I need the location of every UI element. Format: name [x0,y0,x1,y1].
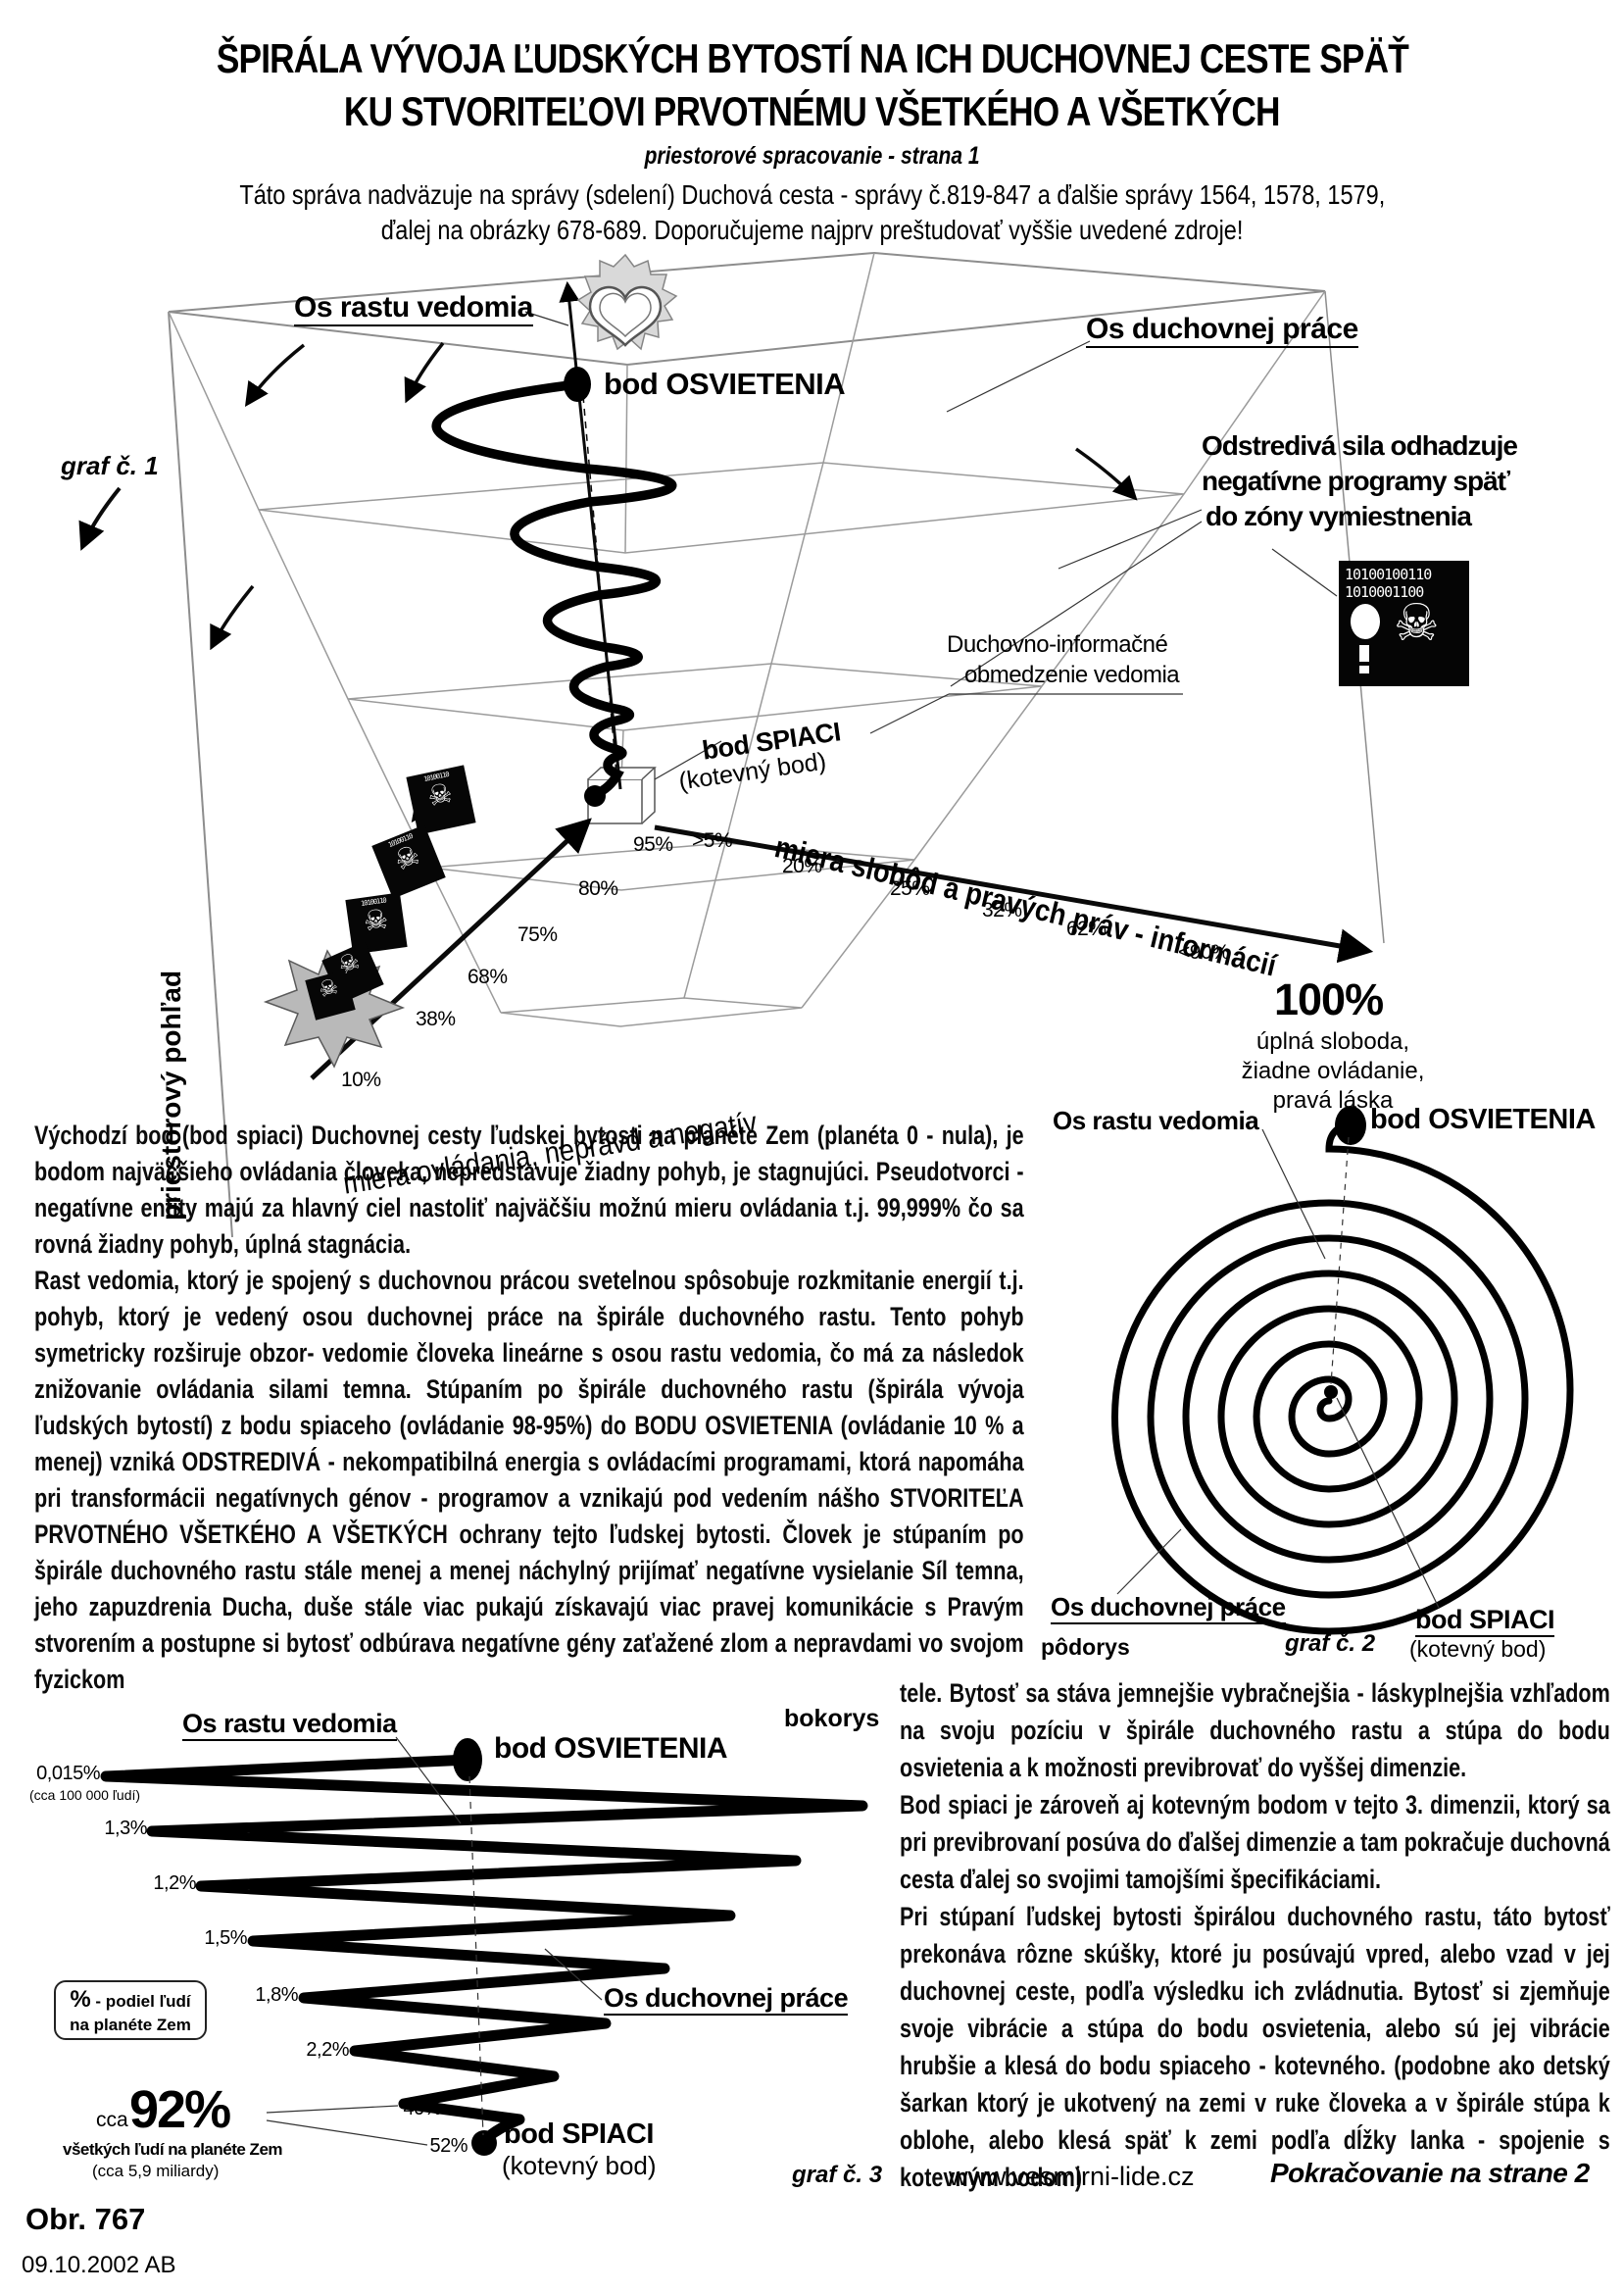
graf2-enlight-dot [1335,1106,1366,1145]
full-sub2: žiadne ovládanie, [1241,1058,1425,1084]
graf1-enlight-label: bod OSVIETENIA [604,367,846,401]
figure-number: Obr. 767 [25,2202,146,2236]
graf2-view-label: pôdorys [1041,1634,1130,1660]
body-text-left-column: Východzí bod (bod spiaci) Duchovnej cest… [34,1121,1024,1694]
graf2-sleep-label: bod SPIACI [1415,1605,1555,1637]
graf3-leaders [266,1736,603,2146]
graf3-sleep-sub-label: (kotevný bod) [502,2151,657,2180]
graf3-axis-growth-label: Os rastu vedomia [182,1709,397,1741]
intro-line2: ďalej na obrázky 678-689. Doporučujeme n… [380,215,1244,245]
graf1-caption: graf č. 1 [61,451,159,480]
mini-skull-box: 10100110 ☠ [406,765,476,835]
pct-75: 75% [517,923,558,946]
graf3-view-label: bokorys [784,1705,880,1732]
pct-95: 95% [633,833,673,856]
binary-line1: 10100100110 [1345,566,1432,583]
exclamation-dot-icon [1359,666,1369,673]
legend-pct-symbol: % [70,1986,91,2013]
pct-20: 20% [782,855,822,877]
skull-crossbones-icon: ☠ [1394,595,1440,652]
heart-sun-icon [576,253,678,351]
graf2-axis-growth-label: Os rastu vedomia [1053,1106,1259,1135]
limit-note-line1: Duchovno-informačné [947,631,1168,658]
percent-legend-box: % - podiel ľudí na planéte Zem [54,1980,207,2040]
graf3-enlight-dot [453,1738,482,1781]
g3-pct-40: 40% [403,2098,441,2119]
figure-date: 09.10.2002 AB [22,2252,176,2278]
big-share-cca: cca [96,2109,128,2131]
pct-32: 32% [982,899,1022,922]
graf1-axis-work-label: Os duchovnej práce [1086,313,1358,348]
skull-crossbones-icon: ☠ [316,973,341,1003]
pct-gt5: >5% [692,829,733,852]
graf2-leaders [1116,1128,1440,1609]
displacement-zone-box: 10100100110 1010001100 ☠ [1339,561,1469,686]
graf3-sleep-label: bod SPIACI [504,2118,654,2150]
centrifugal-note-line3: do zóny vymiestnenia [1206,501,1472,531]
pct-80: 80% [578,877,618,900]
g3-pct-13: 1,3% [104,1818,147,1839]
pct-10: 10% [341,1069,381,1091]
skull-crossbones-icon: ☠ [389,838,424,876]
graf2-spiral [1111,1121,1574,1635]
figure-dot-icon [1351,604,1380,639]
pct-lt90: <90% [1178,941,1230,964]
full-sub1: úplná sloboda, [1255,1028,1410,1055]
skull-crossbones-icon: ☠ [361,903,391,937]
graf3-sleep-dot [471,2130,497,2156]
page-subtitle: priestorové spracovanie - strana 1 [644,142,980,170]
limit-note-line2: obmedzenie vedomia [964,662,1180,688]
graf2-enlight-label: bod OSVIETENIA [1370,1104,1596,1135]
graf2-sleep-sub-label: (kotevný bod) [1409,1636,1547,1662]
big-share-sub2: (cca 5,9 miliardy) [92,2162,220,2180]
legend-pct-rest: - podiel ľudí [90,1992,191,2011]
pct-25: 25% [890,877,930,900]
big-share-sub1: všetkých ľudí na planéte Zem [63,2140,283,2159]
full-freedom-label: 100% [1274,974,1384,1024]
graf1-leaders [524,311,1338,780]
centrifugal-note-line2: negatívne programy späť [1202,466,1510,496]
full-freedom-sub: úplná sloboda, žiadne ovládanie, pravá l… [1206,1027,1460,1116]
g3-pct-12: 1,2% [153,1872,196,1894]
pct-62: 62% [1066,918,1107,940]
graf3-caption: graf č. 3 [792,2162,883,2188]
graf1-spiral [431,379,677,799]
full-sub3: pravá láska [1272,1087,1394,1114]
graf3-spiral [100,1754,868,2147]
binary-line2: 1010001100 [1345,583,1424,601]
sleep-point-dot [584,785,606,807]
page-title-line1: ŠPIRÁLA VÝVOJA ĽUDSKÝCH BYTOSTÍ NA ICH D… [216,35,1408,81]
intro-line1: Táto správa nadväzuje na správy (sdelení… [239,179,1385,210]
pct-68: 68% [468,966,508,988]
g3-pct-18: 1,8% [255,1984,298,2006]
big-share-pct: 92% [129,2080,231,2139]
continuation-note: Pokračovanie na strane 2 [1270,2158,1590,2188]
exclamation-bar-icon [1359,645,1369,662]
graf2-axis-work-label: Os duchovnej práce [1051,1592,1286,1624]
g3-pct-52: 52% [429,2135,468,2157]
g3-pct-note: (cca 100 000 ľudí) [29,1787,141,1803]
body-text-right-column: tele. Bytosť sa stáva jemnejšie vybračne… [900,1678,1610,2192]
graf2-caption: graf č. 2 [1285,1630,1376,1657]
graf1-view-label: priestorový pohľad [156,970,186,1221]
g3-pct-22: 2,2% [306,2039,349,2061]
centrifugal-note-line1: Odstredivá sila odhadzuje [1202,430,1518,461]
pct-38: 38% [416,1008,456,1030]
enlight-point-dot [564,367,591,402]
g3-pct-15: 1,5% [204,1927,247,1949]
graf2-center-dot [1324,1385,1338,1399]
graf3-axis-work-label: Os duchovnej práce [604,1983,849,2016]
skull-crossbones-icon: ☠ [424,776,456,813]
g3-pct-0015: 0,015% [36,1763,100,1784]
page-title-line2: KU STVORITEĽOVI PRVOTNÉMU VŠETKÉHO A VŠE… [344,88,1281,134]
graf1-axis-growth-label: Os rastu vedomia [294,291,533,326]
legend-line2: na planéte Zem [70,2016,191,2034]
graf3-enlight-label: bod OSVIETENIA [494,1732,728,1765]
website-text: www.vesmirni-lide.cz [949,2162,1195,2191]
